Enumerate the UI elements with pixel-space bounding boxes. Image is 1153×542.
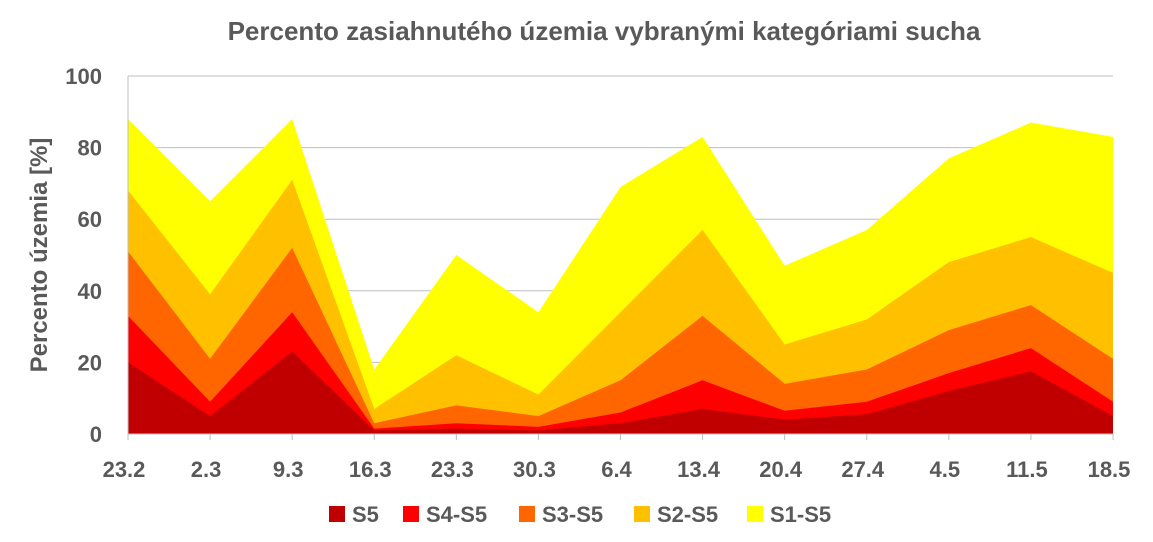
x-tick-label: 27.4: [841, 457, 885, 482]
x-tick-label: 23.2: [103, 457, 146, 482]
area-s4-s5: [128, 312, 1113, 434]
y-tick-label: 40: [78, 279, 102, 304]
area-series: [128, 118, 1113, 435]
legend-item-s4-s5: S4-S5: [403, 502, 487, 527]
area-s3-s5: [128, 247, 1113, 434]
legend-swatch: [634, 506, 650, 522]
x-tick-label: 11.5: [1006, 457, 1048, 482]
legend-item-s3-s5: S3-S5: [519, 502, 603, 527]
legend-label: S2-S5: [657, 502, 718, 527]
legend-swatch: [329, 506, 345, 522]
x-tick-label: 13.4: [677, 457, 721, 482]
x-tick-label: 16.3: [349, 457, 392, 482]
legend-label: S4-S5: [426, 502, 487, 527]
legend-item-s2-s5: S2-S5: [634, 502, 718, 527]
y-tick-label: 100: [65, 64, 102, 89]
legend: S5 S4-S5 S3-S5 S2-S5 S1-S5: [329, 502, 831, 527]
axes: [127, 76, 1114, 440]
x-tick-label: 2.3: [191, 457, 222, 482]
y-tick-label: 0: [90, 422, 102, 447]
y-tick-labels: 0 20 40 60 80 100: [65, 64, 102, 447]
y-tick-label: 20: [78, 350, 102, 375]
legend-label: S1-S5: [770, 502, 831, 527]
legend-swatch: [403, 506, 419, 522]
x-tick-label: 4.5: [930, 457, 961, 482]
x-tick-label: 9.3: [273, 457, 304, 482]
chart-title: Percento zasiahnutého územia vybranými k…: [228, 16, 981, 46]
x-tick-label: 18.5: [1088, 457, 1131, 482]
x-tick-label: 23.3: [431, 457, 474, 482]
x-tick-label: 20.4: [759, 457, 803, 482]
legend-label: S3-S5: [542, 502, 603, 527]
legend-swatch: [747, 506, 763, 522]
legend-item-s5: S5: [329, 502, 379, 527]
legend-label: S5: [352, 502, 379, 527]
legend-swatch: [519, 506, 535, 522]
y-tick-label: 80: [78, 136, 102, 161]
x-tick-labels: 23.2 2.3 9.3 16.3 23.3 30.3 6.4 13.4 20.4 27.4 4.5…: [103, 457, 1131, 482]
area-s5: [128, 351, 1113, 434]
x-tick-label: 30.3: [513, 457, 556, 482]
y-tick-label: 60: [78, 207, 102, 232]
y-axis-label: Percento územia [%]: [26, 138, 53, 373]
legend-item-s1-s5: S1-S5: [747, 502, 831, 527]
x-tick-label: 6.4: [601, 457, 632, 482]
